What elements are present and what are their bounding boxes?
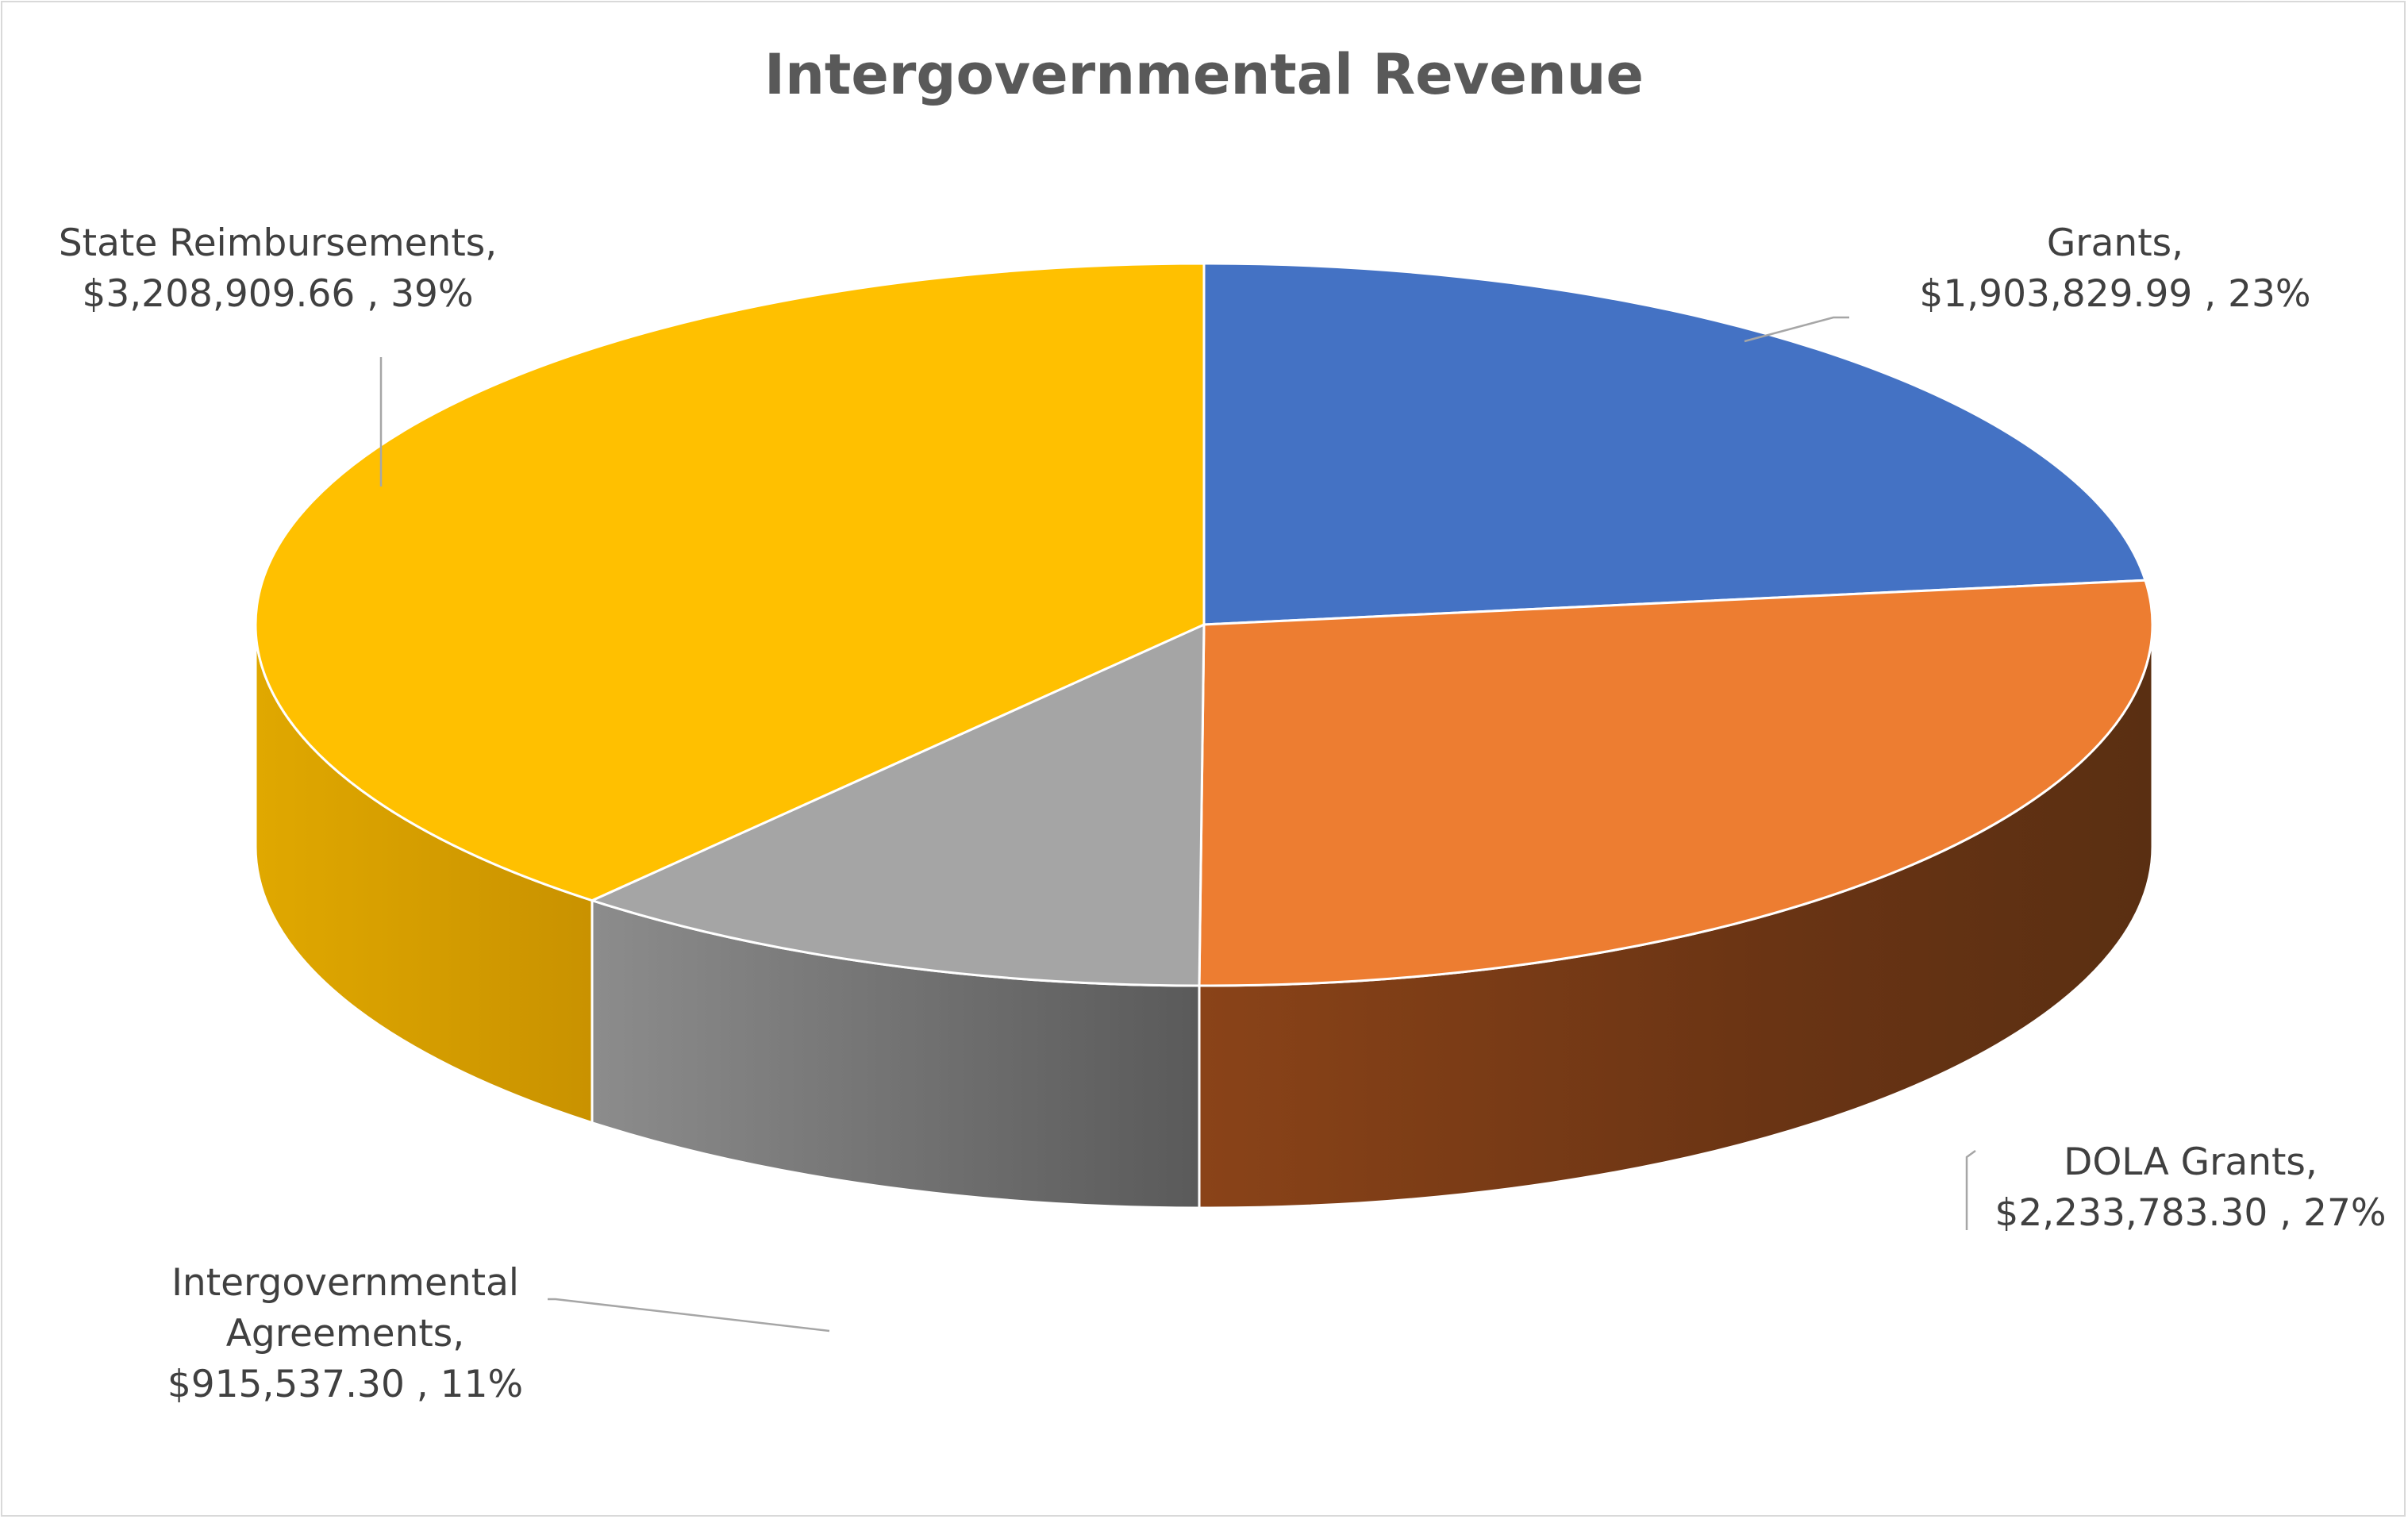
data-labels: Grants, $1,903,829.99 , 23% DOLA Grants, $2… (59, 221, 2387, 1406)
data-label-line: $3,208,909.66 , 39% (82, 272, 473, 316)
leader-line-intergovernmental-agreements (548, 1298, 830, 1332)
leader-line-dola-grants (1965, 1149, 1976, 1230)
pie-slice-intergovernmental-agreements (588, 622, 1206, 987)
data-label-line: Agreements, (226, 1312, 464, 1356)
data-label-line: $2,233,783.30 , 27% (1994, 1191, 2386, 1235)
data-label-line: State Reimbursements, (59, 221, 497, 265)
pie-tops (254, 262, 2154, 987)
data-label-intergovernmental-agreements: Intergovernmental Agreements, $915,537.30 … (167, 1261, 523, 1406)
data-label-line: Grants, (2047, 221, 2183, 265)
pie-slice-state-reimbursements (254, 262, 1206, 902)
data-label-dola-grants: DOLA Grants, $2,233,783.30 , 27% (1994, 1140, 2386, 1235)
pie-slice-grants (1202, 262, 2148, 626)
data-label-state-reimbursements: State Reimbursements, $3,208,909.66 , 39% (59, 221, 497, 316)
data-label-line: $915,537.30 , 11% (167, 1363, 523, 1406)
leader-lines (379, 316, 1976, 1332)
pie-slice-dola-grants (1198, 579, 2154, 987)
chart-title: Intergovernmental Revenue (764, 42, 1644, 107)
leader-line-grants (1744, 316, 1849, 343)
data-label-grants: Grants, $1,903,829.99 , 23% (1919, 221, 2310, 316)
data-label-line: $1,903,829.99 , 23% (1919, 272, 2310, 316)
data-label-line: DOLA Grants, (2064, 1140, 2318, 1184)
data-label-line: Intergovernmental (171, 1261, 519, 1305)
